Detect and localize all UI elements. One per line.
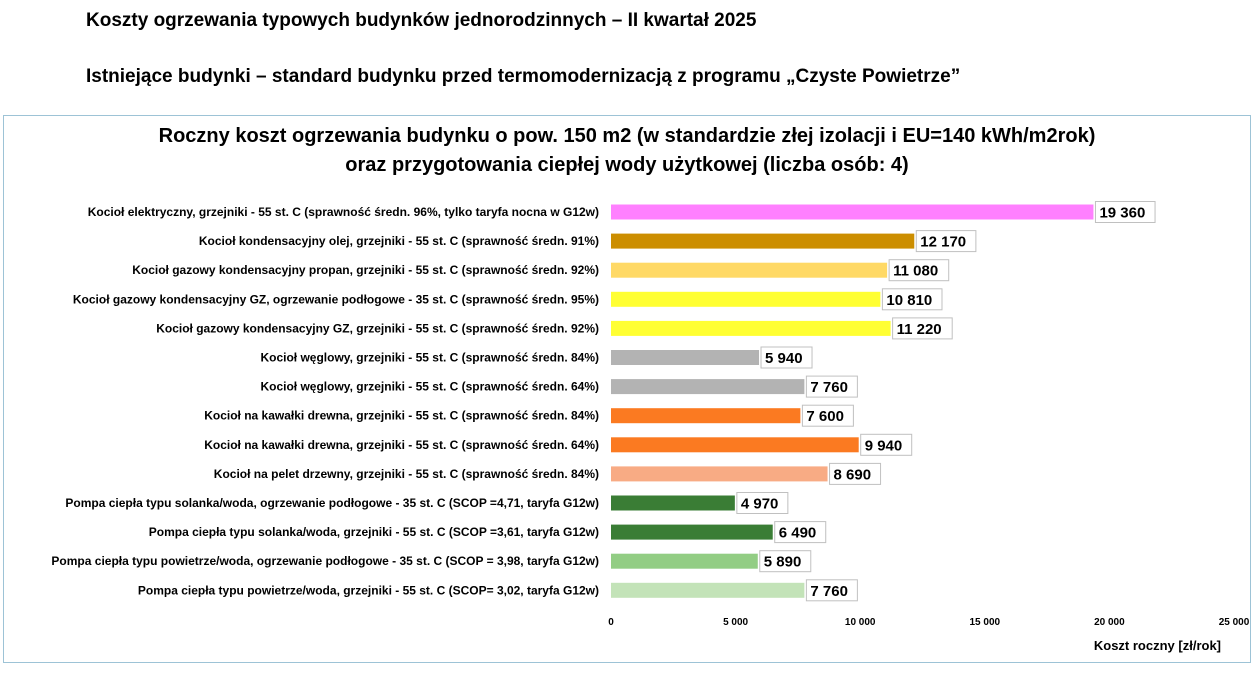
data-label-box [860, 433, 913, 456]
data-label-box [736, 492, 789, 514]
data-label-box [915, 230, 977, 253]
data-label-box [881, 288, 943, 311]
data-label-box [760, 346, 813, 369]
data-label-box [888, 259, 950, 282]
data-label: 11 220 [897, 321, 942, 338]
bar [611, 553, 758, 569]
data-label-box [801, 404, 854, 427]
data-label-box [774, 521, 827, 544]
bar [611, 233, 915, 249]
bar [611, 466, 828, 482]
page-title: Koszty ogrzewania typowych budynków jedn… [86, 10, 757, 31]
x-tick-label: 15 000 [970, 617, 1001, 628]
data-label: 4 970 [741, 496, 779, 513]
data-label: 6 490 [779, 525, 817, 542]
data-label-box [805, 375, 858, 398]
category-label: Pompa ciepła typu powietrze/woda, grzejn… [138, 583, 599, 597]
data-label: 9 940 [865, 437, 903, 454]
category-label: Kocioł kondensacyjny olej, grzejniki - 5… [199, 234, 599, 248]
category-label: Kocioł gazowy kondensacyjny GZ, ogrzewan… [73, 292, 599, 306]
page-subtitle: Istniejące budynki – standard budynku pr… [86, 66, 961, 87]
bar [611, 262, 888, 278]
bar [611, 204, 1094, 220]
data-label: 5 940 [765, 350, 803, 367]
bar [611, 495, 735, 511]
category-label: Kocioł na kawałki drewna, grzejniki - 55… [204, 409, 599, 423]
x-tick-label: 10 000 [845, 617, 876, 628]
chart-frame: Roczny koszt ogrzewania budynku o pow. 1… [3, 115, 1251, 663]
x-tick-label: 20 000 [1094, 617, 1125, 628]
data-label: 8 690 [834, 466, 872, 483]
data-label: 12 170 [920, 234, 966, 251]
data-label: 5 890 [764, 554, 802, 571]
data-label-box [892, 317, 953, 340]
bar [611, 320, 891, 336]
bar-chart: Kocioł elektryczny, grzejniki - 55 st. C… [51, 201, 1250, 653]
x-tick-label: 5 000 [723, 617, 748, 628]
category-label: Pompa ciepła typu powietrze/woda, ogrzew… [51, 554, 599, 568]
x-tick-label: 0 [608, 617, 614, 628]
data-label: 7 600 [806, 408, 844, 425]
category-label: Pompa ciepła typu solanka/woda, ogrzewan… [65, 496, 599, 510]
data-label: 7 760 [810, 379, 848, 396]
category-label: Kocioł na pelet drzewny, grzejniki - 55 … [214, 467, 599, 481]
chart-title-line-1: Roczny koszt ogrzewania budynku o pow. 1… [158, 125, 1096, 147]
bar [611, 291, 881, 307]
bar [611, 437, 859, 453]
data-label: 7 760 [810, 583, 848, 600]
category-label: Kocioł na kawałki drewna, grzejniki - 55… [204, 438, 599, 452]
data-label-box [1094, 201, 1156, 223]
bar [611, 350, 760, 365]
category-label: Pompa ciepła typu solanka/woda, grzejnik… [149, 525, 599, 539]
data-label-box [805, 579, 858, 602]
bar [611, 524, 773, 540]
bar [611, 379, 805, 395]
category-label: Kocioł gazowy kondensacyjny GZ, grzejnik… [156, 321, 599, 335]
category-label: Kocioł elektryczny, grzejniki - 55 st. C… [88, 205, 599, 219]
category-label: Kocioł gazowy kondensacyjny propan, grze… [132, 263, 599, 277]
data-label: 19 360 [1099, 205, 1145, 222]
data-label-box [829, 462, 882, 485]
category-label: Kocioł węglowy, grzejniki - 55 st. C (sp… [260, 351, 599, 365]
x-axis-title: Koszt roczny [zł/rok] [1094, 638, 1221, 653]
bar [611, 582, 805, 598]
x-tick-label: 25 000 [1219, 617, 1250, 628]
data-label-box [759, 550, 812, 573]
chart-title-line-2: oraz przygotowania ciepłej wody użytkowe… [345, 154, 909, 176]
data-label: 11 080 [893, 263, 938, 280]
category-label: Kocioł węglowy, grzejniki - 55 st. C (sp… [260, 380, 599, 394]
bar [611, 408, 801, 424]
data-label: 10 810 [886, 292, 932, 309]
